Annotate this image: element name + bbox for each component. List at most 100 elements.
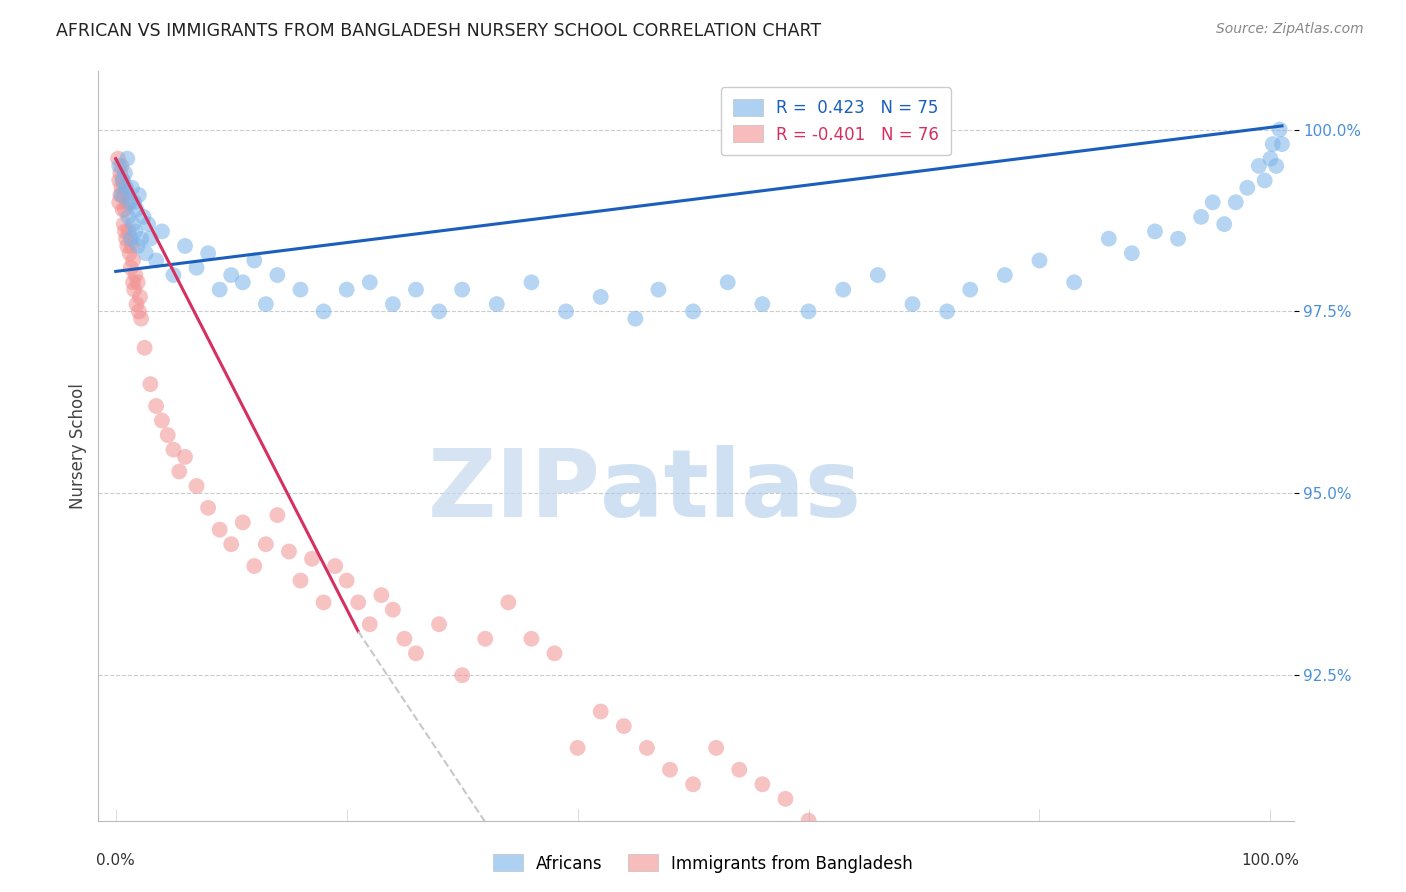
Point [866, 268, 889, 282]
Point [135, 246, 157, 260]
Point [323, 559, 346, 574]
Point [208, 523, 231, 537]
Point [797, 304, 820, 318]
Point [129, 232, 152, 246]
Point [1265, 159, 1288, 173]
Point [312, 304, 335, 318]
Point [156, 428, 179, 442]
Point [1202, 195, 1225, 210]
Point [115, 232, 138, 246]
Point [114, 224, 136, 238]
Point [132, 210, 155, 224]
Point [1247, 159, 1270, 173]
Point [115, 180, 138, 194]
Point [145, 399, 167, 413]
Text: 100.0%: 100.0% [1241, 854, 1299, 869]
Point [751, 297, 773, 311]
Point [336, 283, 359, 297]
Point [370, 588, 392, 602]
Point [278, 544, 301, 558]
Text: Source: ZipAtlas.com: Source: ZipAtlas.com [1216, 22, 1364, 37]
Point [124, 268, 146, 282]
Point [121, 180, 143, 194]
Point [108, 159, 131, 173]
Legend: Africans, Immigrants from Bangladesh: Africans, Immigrants from Bangladesh [486, 847, 920, 880]
Point [543, 646, 565, 660]
Text: 0.0%: 0.0% [97, 854, 135, 869]
Point [1260, 152, 1282, 166]
Point [254, 297, 277, 311]
Point [820, 828, 842, 842]
Point [290, 574, 312, 588]
Point [219, 268, 242, 282]
Point [174, 450, 197, 464]
Point [520, 276, 543, 290]
Point [162, 268, 184, 282]
Point [122, 217, 145, 231]
Point [112, 188, 135, 202]
Point [139, 377, 162, 392]
Point [775, 792, 797, 806]
Point [110, 180, 132, 194]
Point [117, 224, 139, 238]
Point [117, 210, 139, 224]
Point [127, 239, 149, 253]
Point [381, 297, 404, 311]
Point [1268, 122, 1291, 136]
Point [647, 283, 669, 297]
Point [134, 341, 156, 355]
Legend: R =  0.423   N = 75, R = -0.401   N = 76: R = 0.423 N = 75, R = -0.401 N = 76 [721, 87, 950, 155]
Point [243, 253, 266, 268]
Point [139, 232, 162, 246]
Point [110, 159, 132, 173]
Point [1028, 253, 1050, 268]
Point [427, 617, 450, 632]
Point [111, 173, 134, 187]
Point [107, 152, 129, 166]
Point [254, 537, 277, 551]
Point [624, 311, 647, 326]
Point [498, 595, 520, 609]
Text: atlas: atlas [600, 445, 862, 537]
Point [589, 705, 612, 719]
Text: ZIP: ZIP [427, 445, 600, 537]
Point [855, 857, 877, 871]
Point [704, 740, 727, 755]
Point [751, 777, 773, 791]
Point [121, 239, 143, 253]
Point [1121, 246, 1143, 260]
Point [520, 632, 543, 646]
Point [567, 740, 589, 755]
Point [110, 188, 132, 202]
Point [266, 508, 288, 522]
Point [150, 413, 173, 427]
Point [125, 202, 148, 217]
Point [682, 777, 704, 791]
Point [136, 217, 159, 231]
Point [1261, 137, 1284, 152]
Point [1063, 276, 1085, 290]
Point [232, 516, 254, 530]
Point [243, 559, 266, 574]
Point [167, 465, 190, 479]
Point [1098, 232, 1121, 246]
Point [994, 268, 1017, 282]
Point [120, 232, 142, 246]
Point [118, 195, 141, 210]
Point [347, 595, 370, 609]
Point [901, 297, 924, 311]
Point [936, 304, 959, 318]
Point [197, 500, 219, 515]
Y-axis label: Nursery School: Nursery School [69, 383, 87, 509]
Point [162, 442, 184, 457]
Point [197, 246, 219, 260]
Point [301, 551, 323, 566]
Point [110, 166, 132, 180]
Point [118, 246, 141, 260]
Point [174, 239, 197, 253]
Point [232, 276, 254, 290]
Point [613, 719, 636, 733]
Point [110, 188, 132, 202]
Point [114, 202, 136, 217]
Point [145, 253, 167, 268]
